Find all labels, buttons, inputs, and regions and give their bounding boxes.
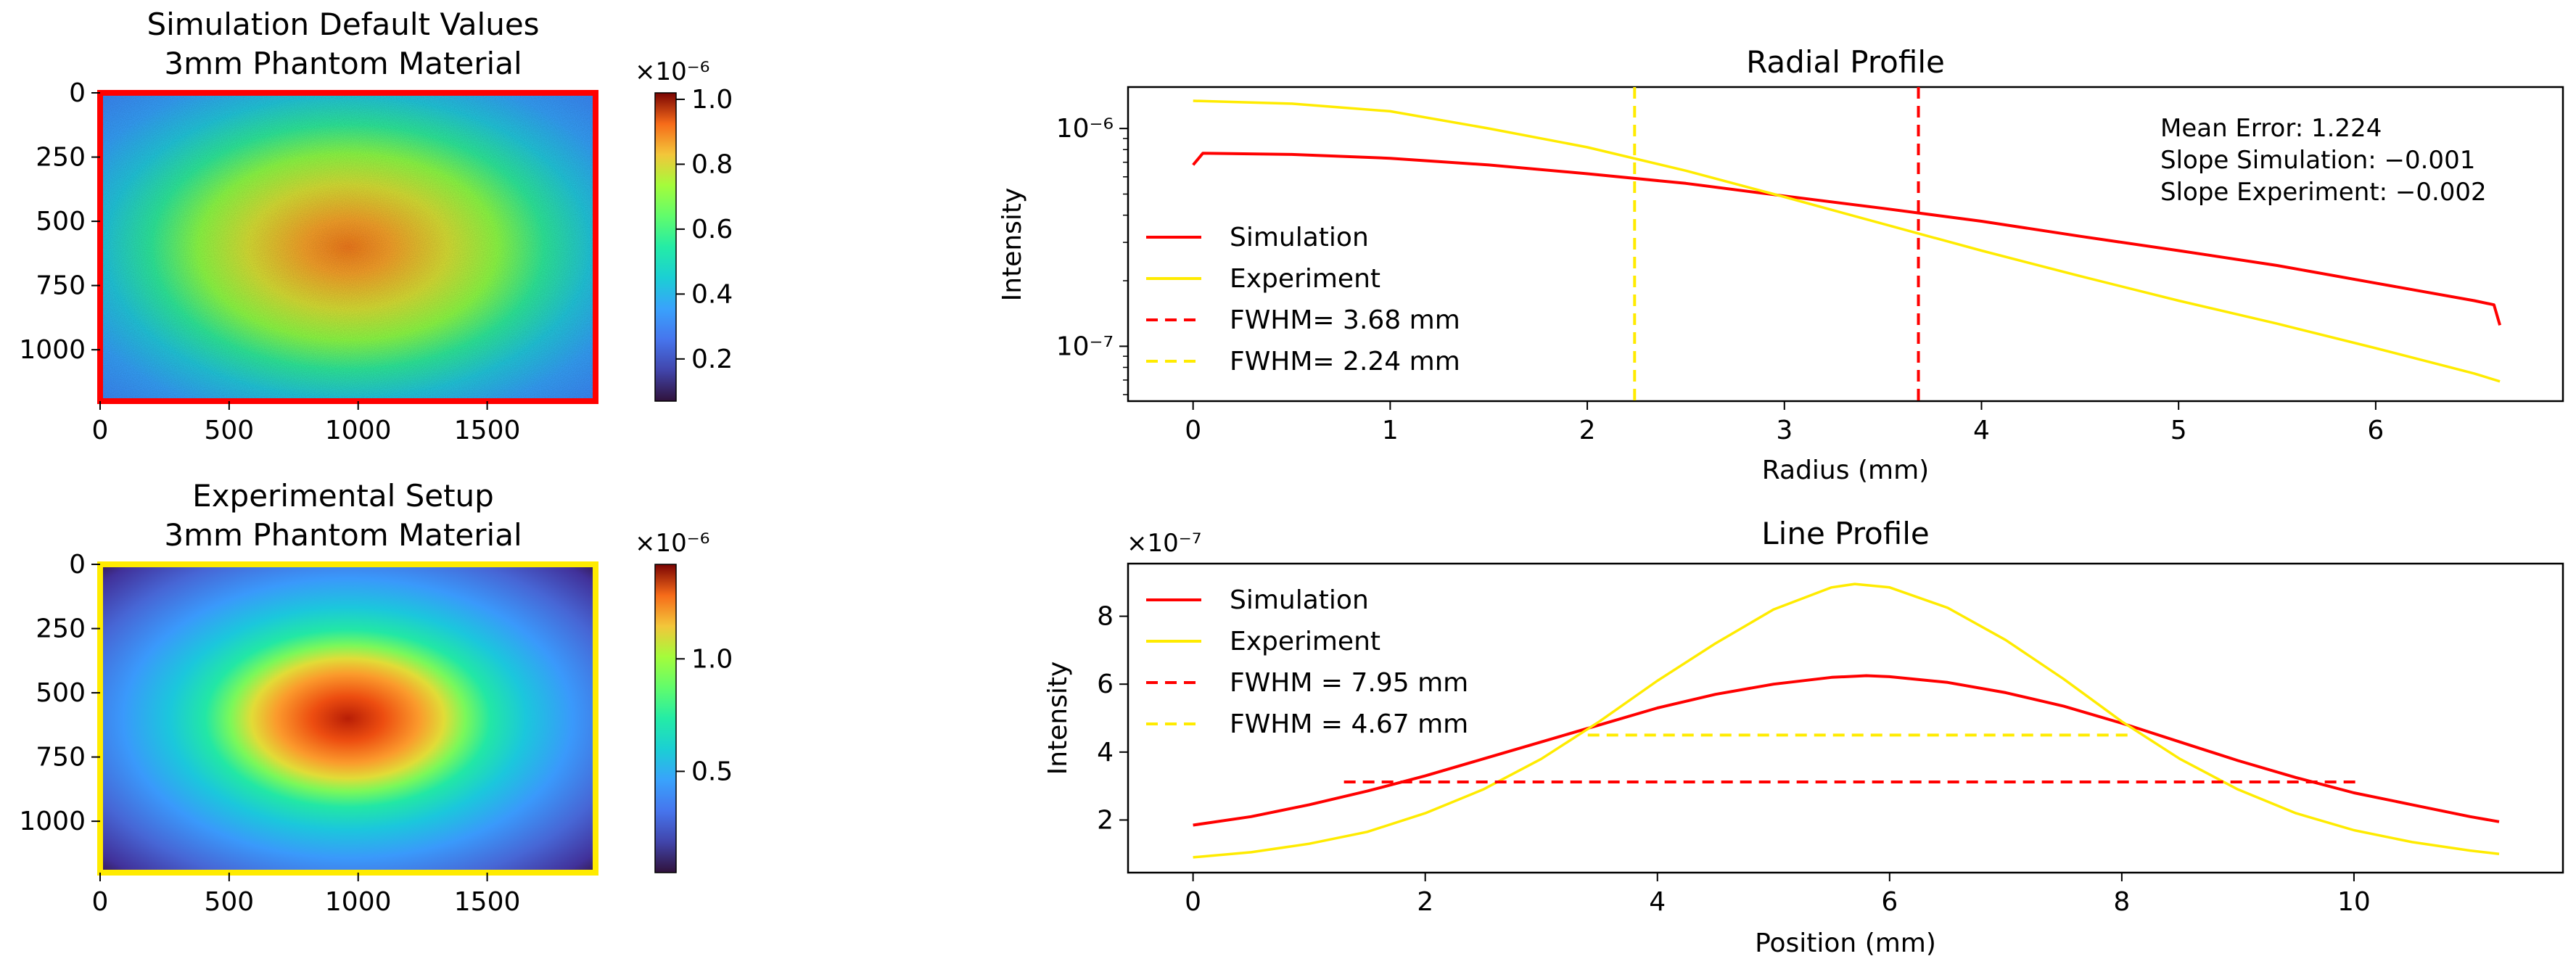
colorbar-tick-label: 1.0	[691, 85, 733, 115]
colorbar-tick-label: 0.8	[691, 149, 733, 179]
heatmap-border	[97, 90, 598, 404]
series-line-simulation	[1193, 674, 2500, 827]
y-tick-label: 0	[69, 550, 86, 580]
y-tick-label: 1000	[19, 335, 86, 365]
colorbar-exponent: ×10⁻⁶	[635, 529, 709, 558]
x-tick-label: 1000	[325, 416, 392, 445]
colorbar-exponent: ×10⁻⁶	[635, 57, 709, 86]
colorbar	[654, 564, 677, 873]
x-tick-label: 0	[92, 887, 109, 917]
colorbar-tick-label: 1.0	[691, 644, 733, 674]
x-tick-label: 10	[2337, 887, 2371, 917]
axes: 0 2 4 6 8 10 2 4 6 8	[1097, 602, 2371, 917]
heatmap-image	[100, 93, 596, 401]
colorbar	[654, 92, 677, 402]
heatmap-title-line2: 3mm Phantom Material	[164, 46, 522, 81]
y-tick-label: 750	[36, 271, 86, 301]
plot-area	[1127, 562, 2564, 874]
y-tick-label: 2	[1097, 805, 1114, 835]
heatmap-border	[97, 561, 598, 876]
heatmap-y-axis: 0 250 500 750 1000	[19, 78, 100, 365]
legend-label: Simulation	[1230, 223, 1369, 252]
line-profile-chart: Line Profile ×10⁻⁷ 0 2 4 6 8 10 2 4 6 8 Position …	[1043, 516, 2564, 958]
y-tick-label: 10⁻⁶	[1056, 114, 1114, 144]
colorbar-tick-label: 0.2	[691, 345, 733, 374]
radial-profile-chart: Radial Profile 0 1 2 3 4 5 6 10⁻⁷ 10⁻⁶ Radius (m…	[997, 44, 2564, 485]
legend: Simulation Experiment FWHM= 3.68 mm FWHM= 2…	[1146, 223, 1460, 376]
x-tick-label: 8	[2113, 887, 2130, 917]
axes: 0 1 2 3 4 5 6 10⁻⁷ 10⁻⁶	[1056, 114, 2384, 445]
legend-label: FWHM= 3.68 mm	[1230, 305, 1460, 335]
chart-title: Line Profile	[1761, 516, 1929, 551]
y-tick-label: 10⁻⁷	[1056, 331, 1114, 361]
x-tick-label: 3	[1776, 416, 1793, 445]
y-tick-label: 6	[1097, 670, 1114, 699]
x-tick-label: 2	[1417, 887, 1433, 917]
legend-label: Experiment	[1230, 627, 1380, 656]
y-tick-label: 250	[36, 143, 86, 173]
heatmap-image	[100, 564, 596, 873]
x-tick-label: 2	[1579, 416, 1596, 445]
heatmap-title-line2: 3mm Phantom Material	[164, 517, 522, 553]
colorbar-tick-label: 0.6	[691, 215, 733, 244]
x-tick-label: 500	[205, 416, 255, 445]
x-tick-label: 0	[1185, 887, 1201, 917]
heatmap-title-line1: Experimental Setup	[192, 478, 494, 514]
y-axis-label: Intensity	[1043, 662, 1073, 775]
x-tick-label: 1	[1382, 416, 1399, 445]
x-axis-label: Radius (mm)	[1762, 456, 1929, 485]
x-tick-label: 1000	[325, 887, 392, 917]
series-line-experiment	[1193, 582, 2500, 859]
plot-marks	[1192, 87, 2502, 401]
x-tick-label: 0	[1185, 416, 1201, 445]
legend-label: FWHM = 4.67 mm	[1230, 709, 1468, 739]
y-tick-label: 250	[36, 614, 86, 644]
heatmap-title-line1: Simulation Default Values	[147, 7, 539, 42]
x-tick-label: 1500	[454, 887, 521, 917]
plot-marks	[1193, 582, 2500, 859]
y-axis-label: Intensity	[997, 188, 1027, 302]
y-tick-label: 1000	[19, 807, 86, 836]
x-tick-label: 0	[92, 416, 109, 445]
heatmap-simulation: Simulation Default Values 3mm Phantom Ma…	[19, 7, 733, 445]
y-tick-label: 4	[1097, 738, 1114, 767]
y-tick-label: 750	[36, 743, 86, 773]
x-tick-label: 1500	[454, 416, 521, 445]
y-tick-label: 0	[69, 78, 86, 108]
series-line-experiment	[1193, 99, 2501, 383]
slope-simulation-text: Slope Simulation: −0.001	[2160, 146, 2475, 175]
heatmap-x-axis: 0 500 1000 1500	[92, 401, 521, 445]
x-axis-label: Position (mm)	[1755, 928, 1936, 958]
x-tick-label: 500	[205, 887, 255, 917]
x-tick-label: 4	[1649, 887, 1666, 917]
heatmap-experiment: Experimental Setup 3mm Phantom Material …	[19, 478, 733, 917]
y-tick-label: 8	[1097, 602, 1114, 632]
annotation-box: Mean Error: 1.224 Slope Simulation: −0.0…	[2160, 114, 2487, 207]
legend-label: FWHM= 2.24 mm	[1230, 347, 1460, 376]
series-line-simulation	[1192, 152, 2502, 326]
heatmap-y-axis: 0 250 500 750 1000	[19, 550, 100, 836]
colorbar-tick-label: 0.4	[691, 279, 733, 309]
heatmap-x-axis: 0 500 1000 1500	[92, 873, 521, 917]
x-tick-label: 6	[1881, 887, 1898, 917]
y-tick-label: 500	[36, 207, 86, 236]
colorbar-ticks: 1.0 0.5	[676, 644, 733, 786]
chart-title: Radial Profile	[1746, 44, 1945, 80]
x-tick-label: 4	[1973, 416, 1990, 445]
x-tick-label: 5	[2170, 416, 2187, 445]
plot-area	[1127, 86, 2564, 403]
mean-error-text: Mean Error: 1.224	[2160, 114, 2382, 143]
colorbar-ticks: 1.0 0.8 0.6 0.4 0.2	[676, 85, 733, 374]
slope-experiment-text: Slope Experiment: −0.002	[2160, 178, 2487, 207]
legend-label: FWHM = 7.95 mm	[1230, 668, 1468, 698]
colorbar-tick-label: 0.5	[691, 757, 733, 786]
legend-label: Experiment	[1230, 264, 1380, 294]
y-multiplier: ×10⁻⁷	[1127, 529, 1201, 558]
y-tick-label: 500	[36, 678, 86, 708]
legend-label: Simulation	[1230, 585, 1369, 615]
x-tick-label: 6	[2367, 416, 2384, 445]
legend: Simulation Experiment FWHM = 7.95 mm FWHM =…	[1146, 585, 1468, 739]
